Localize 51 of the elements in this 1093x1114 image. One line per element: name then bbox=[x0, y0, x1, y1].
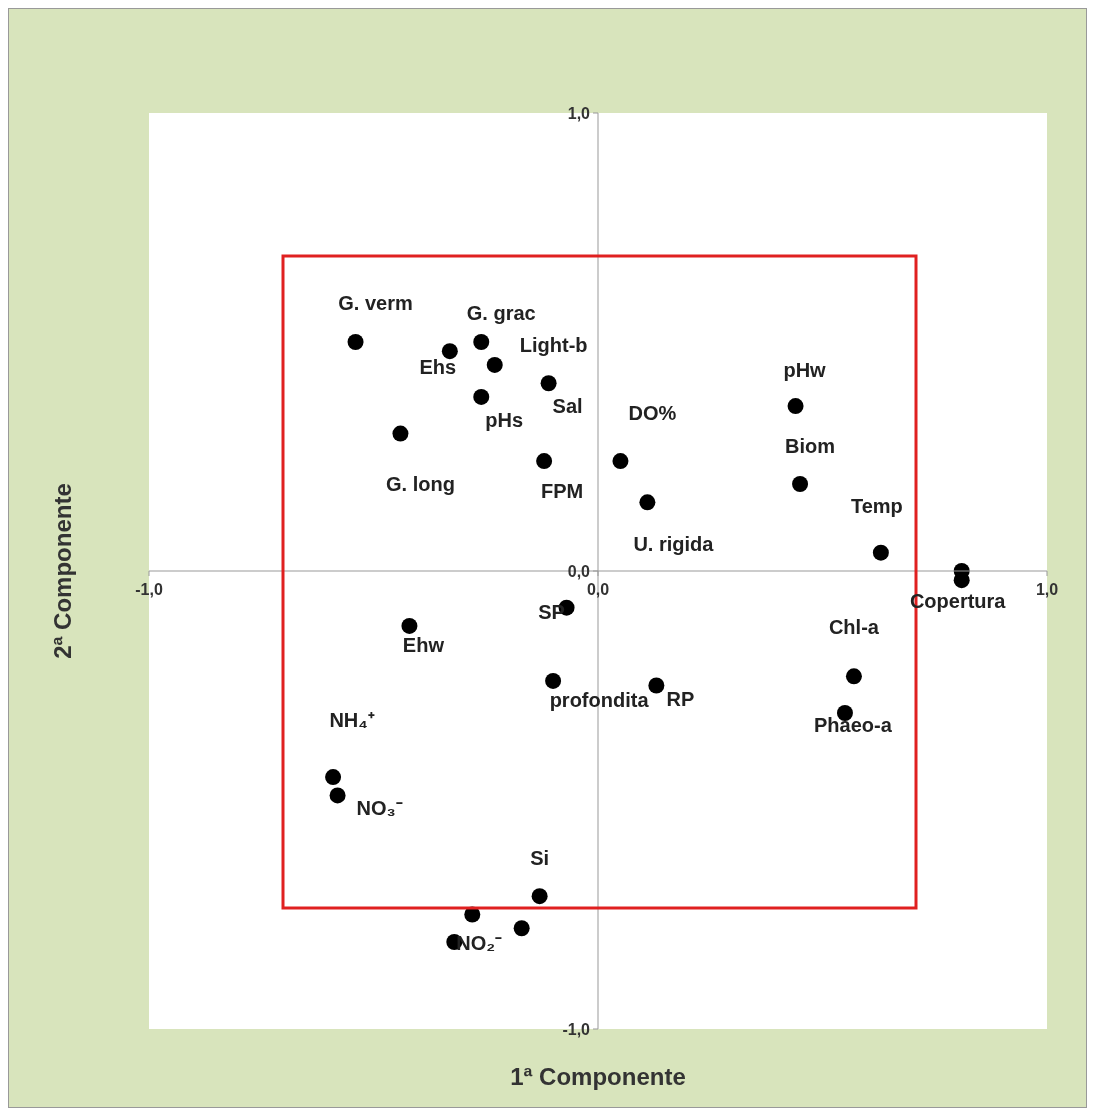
annotation: FPM bbox=[541, 480, 584, 503]
annotation: Light-b bbox=[519, 333, 588, 356]
point bbox=[648, 677, 665, 694]
annotation: Biom bbox=[785, 434, 836, 457]
point bbox=[792, 475, 809, 492]
point bbox=[392, 425, 409, 442]
point bbox=[612, 453, 629, 470]
y-tick-label: -1,0 bbox=[562, 1021, 591, 1038]
point bbox=[872, 544, 889, 561]
y-axis-title: 2ª Componente bbox=[49, 483, 76, 659]
point bbox=[540, 375, 557, 392]
point bbox=[473, 334, 490, 350]
annotation: NH₄⁺ bbox=[329, 709, 375, 732]
x-tick-label: 0,0 bbox=[586, 581, 610, 598]
annotation: SP bbox=[538, 600, 565, 623]
annotation: RP bbox=[666, 687, 695, 710]
annotation: pHs bbox=[485, 408, 524, 431]
annotation: Temp bbox=[850, 494, 903, 517]
point bbox=[329, 787, 346, 804]
point bbox=[845, 668, 862, 685]
annotation: G. verm bbox=[338, 292, 413, 314]
point bbox=[531, 888, 548, 905]
annotation: Phaeo-a bbox=[814, 713, 893, 736]
annotation: Ehs bbox=[419, 356, 457, 379]
annotation: G. long bbox=[385, 472, 455, 495]
point bbox=[545, 672, 562, 689]
annotation: profondita bbox=[549, 688, 650, 711]
annotation: Sal bbox=[552, 395, 583, 418]
point bbox=[486, 356, 503, 373]
annotation: Chl-a bbox=[828, 616, 880, 639]
point bbox=[401, 617, 418, 634]
point bbox=[325, 769, 342, 786]
point bbox=[639, 494, 656, 511]
x-tick-label: -1,0 bbox=[135, 581, 163, 598]
annotation: G. grac bbox=[466, 302, 536, 324]
x-tick-label: 1,0 bbox=[1035, 581, 1059, 598]
annotation: pHw bbox=[783, 359, 827, 382]
annotation: Si bbox=[530, 847, 550, 870]
point bbox=[441, 343, 458, 360]
annotation: NO₃⁻ bbox=[356, 797, 403, 820]
y-tick-label: 1,0 bbox=[567, 105, 591, 122]
point bbox=[347, 334, 364, 350]
annotation: Ehw bbox=[402, 633, 445, 656]
point bbox=[473, 388, 490, 405]
point bbox=[513, 920, 530, 937]
point bbox=[787, 398, 804, 415]
x-axis-title: 1ª Componente bbox=[510, 1063, 686, 1090]
y-tick-label: 0,0 bbox=[567, 563, 591, 580]
annotation: DO% bbox=[628, 402, 677, 425]
annotation: U. rigida bbox=[633, 533, 715, 556]
point bbox=[536, 453, 553, 470]
